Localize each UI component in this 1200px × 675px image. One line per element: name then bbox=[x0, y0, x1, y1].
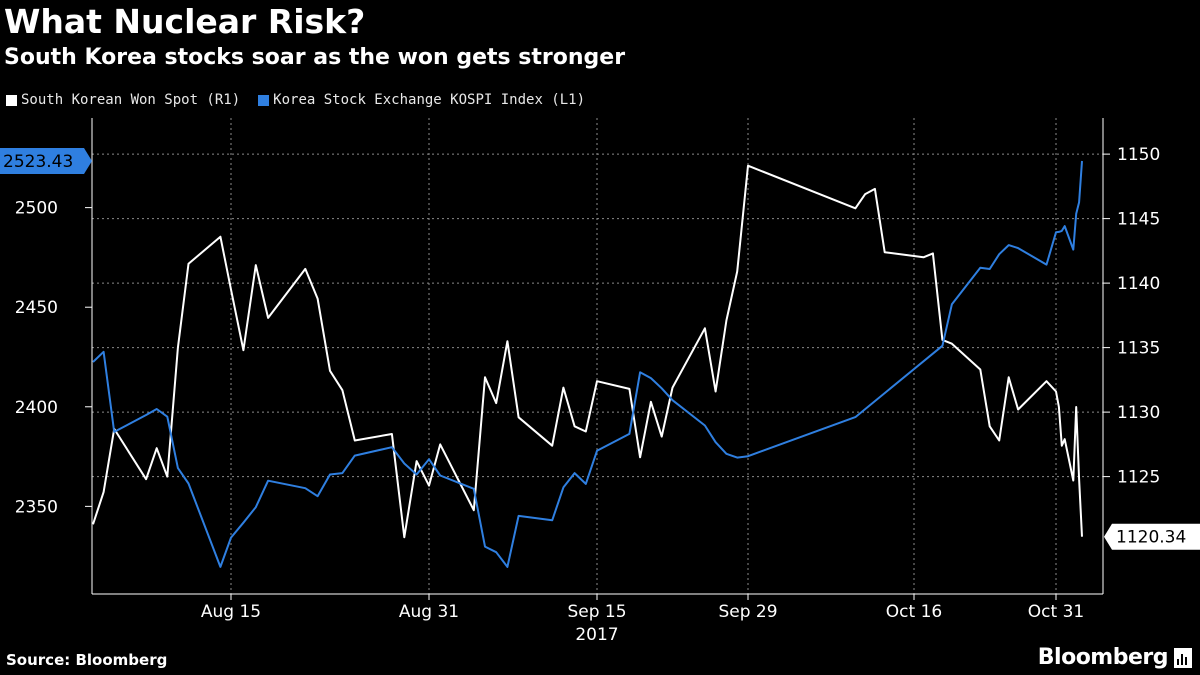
y-left-tick-label-1: 2400 bbox=[15, 398, 58, 418]
y-right-tick-label-5: 1150 bbox=[1117, 145, 1160, 165]
y-right-tick-label-1: 1130 bbox=[1117, 403, 1160, 423]
last-value-callout-won bbox=[1104, 523, 1200, 550]
x-year-label: 2017 bbox=[575, 625, 618, 645]
chart-title: What Nuclear Risk? bbox=[4, 2, 366, 41]
x-tick-label-2: Sep 15 bbox=[567, 602, 626, 622]
x-tick-label-1: Aug 31 bbox=[399, 602, 459, 622]
legend: South Korean Won Spot (R1) Korea Stock E… bbox=[6, 92, 585, 108]
legend-label-won: South Korean Won Spot (R1) bbox=[21, 92, 241, 108]
last-value-callout-kospi bbox=[0, 147, 92, 174]
x-tick-label-3: Sep 29 bbox=[718, 602, 777, 622]
chart-subtitle: South Korea stocks soar as the won gets … bbox=[4, 45, 626, 70]
series-line-kospi bbox=[92, 160, 1083, 568]
last-value-label-won: 1120.34 bbox=[1116, 528, 1186, 548]
legend-swatch-kospi bbox=[258, 94, 270, 106]
bloomberg-terminal-icon bbox=[1174, 648, 1192, 668]
legend-item-kospi: Korea Stock Exchange KOSPI Index (L1) bbox=[258, 92, 585, 108]
x-tick-label-4: Oct 16 bbox=[886, 602, 942, 622]
y-right-tick-label-4: 1145 bbox=[1117, 210, 1160, 230]
y-right-tick-label-2: 1135 bbox=[1117, 339, 1160, 359]
y-right-tick-label-0: 1125 bbox=[1117, 468, 1160, 488]
y-left-tick-label-0: 2350 bbox=[15, 497, 58, 517]
x-tick-label-5: Oct 31 bbox=[1028, 602, 1084, 622]
y-left-tick-label-3: 2500 bbox=[15, 199, 58, 219]
legend-swatch-won bbox=[6, 94, 17, 106]
series-line-won bbox=[92, 164, 1083, 539]
legend-label-kospi: Korea Stock Exchange KOSPI Index (L1) bbox=[273, 92, 586, 108]
legend-item-won: South Korean Won Spot (R1) bbox=[6, 92, 240, 108]
source-note: Source: Bloomberg bbox=[6, 651, 168, 669]
x-tick-label-0: Aug 15 bbox=[201, 602, 261, 622]
y-right-tick-label-3: 1140 bbox=[1117, 274, 1160, 294]
y-left-tick-label-2: 2450 bbox=[15, 298, 58, 318]
bloomberg-logo: Bloomberg bbox=[1037, 645, 1169, 670]
last-value-label-kospi: 2523.43 bbox=[3, 152, 73, 172]
